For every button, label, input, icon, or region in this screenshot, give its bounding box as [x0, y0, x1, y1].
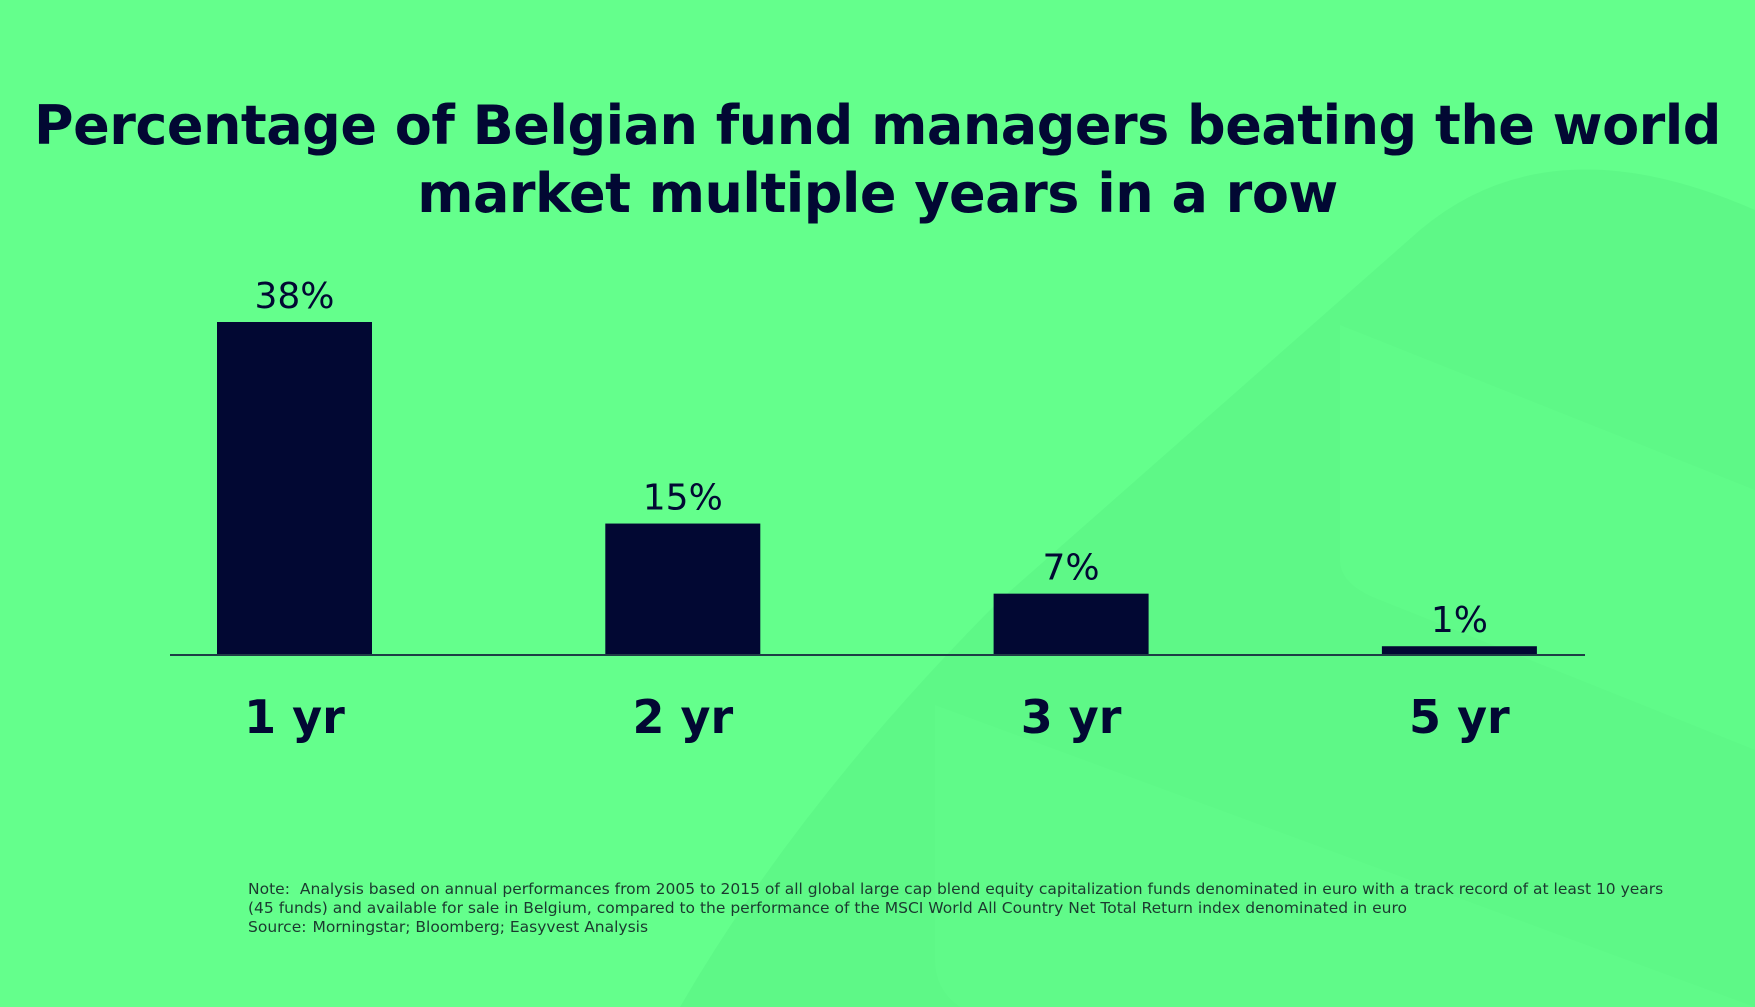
background-logo-stripe-lower — [935, 705, 1755, 1007]
bars-group: 38% 1 yr 15% 2 yr 7% 3 yr 1% 5 yr — [217, 276, 1537, 744]
note-label: Note: — [248, 880, 290, 898]
footnote-block: Note: Analysis based on annual performanc… — [248, 880, 1668, 937]
value-label-1-yr: 38% — [254, 276, 334, 317]
background-logo-stripe — [1340, 325, 1755, 750]
source-paragraph: Source: Morningstar; Bloomberg; Easyvest … — [248, 918, 1668, 937]
bar-5-yr — [1381, 646, 1537, 655]
category-label-1-yr: 1 yr — [244, 690, 345, 744]
category-label-5-yr: 5 yr — [1409, 690, 1510, 744]
category-label-2-yr: 2 yr — [632, 690, 733, 744]
bar-1-yr — [217, 322, 372, 655]
note-paragraph: Note: Analysis based on annual performanc… — [248, 880, 1668, 918]
category-label-3-yr: 3 yr — [1021, 690, 1122, 744]
value-label-5-yr: 1% — [1431, 600, 1488, 641]
bar-2-yr — [605, 523, 761, 655]
value-label-2-yr: 15% — [643, 478, 723, 519]
source-label: Source: — [248, 918, 307, 936]
value-label-3-yr: 7% — [1043, 548, 1100, 589]
source-text: Morningstar; Bloomberg; Easyvest Analysi… — [312, 918, 649, 936]
bar-3-yr — [993, 593, 1149, 655]
background-logo-arc — [680, 169, 1755, 1007]
note-text: Analysis based on annual performances fr… — [248, 880, 1664, 917]
chart-title: Percentage of Belgian fund managers beat… — [34, 94, 1721, 225]
